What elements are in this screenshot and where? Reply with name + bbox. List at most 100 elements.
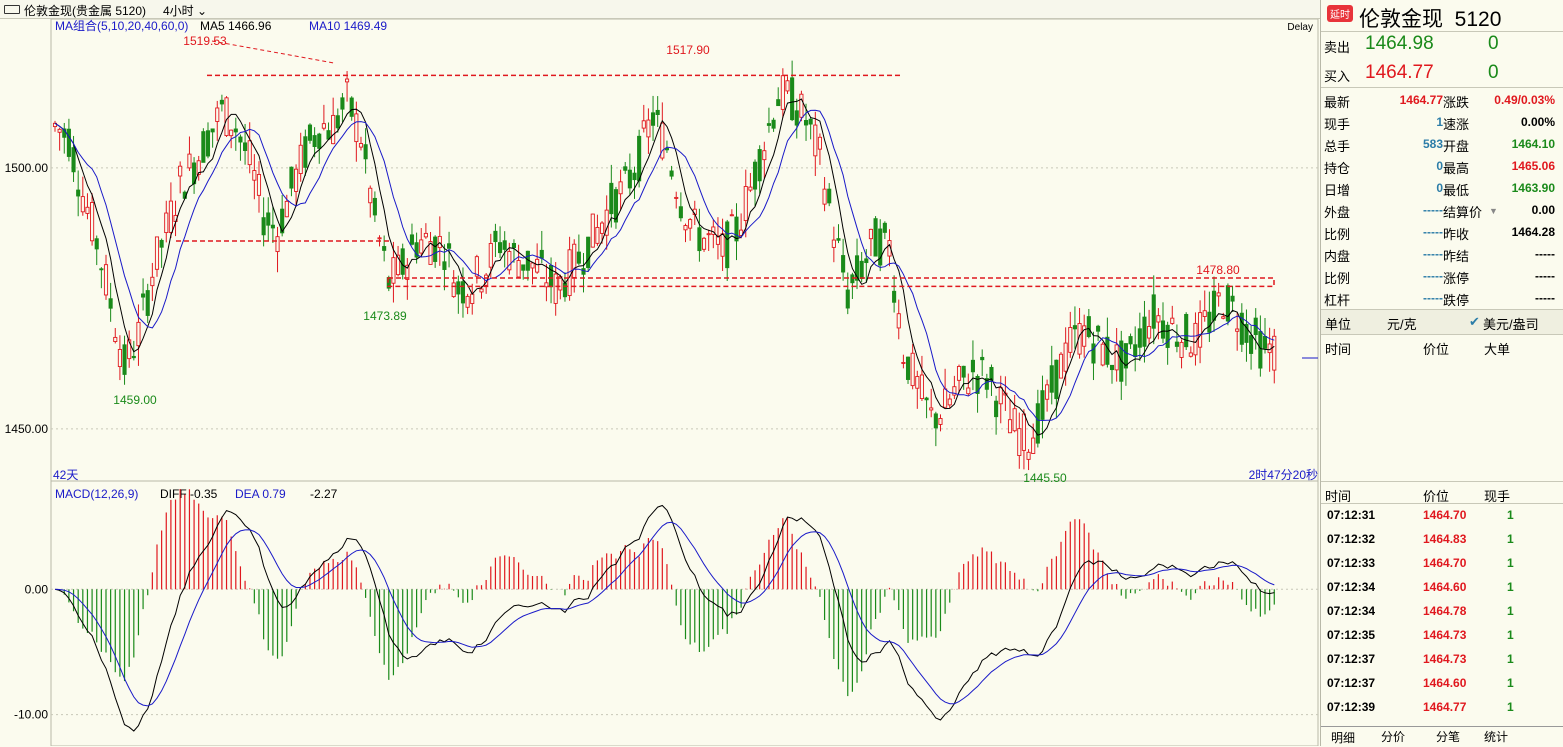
tab-price-levels[interactable]: 分价 (1381, 730, 1406, 744)
candle-body (108, 298, 113, 309)
tick-row[interactable]: 07:12:31 1464.70 1 (1321, 504, 1563, 528)
tick-row[interactable]: 07:12:33 1464.70 1 (1321, 552, 1563, 576)
candle-body (335, 115, 340, 129)
sell-price: 1464.98 (1365, 33, 1434, 54)
candle-body (219, 99, 224, 105)
candle-body (400, 248, 405, 275)
countdown-label: 2时47分20秒 (1249, 468, 1318, 482)
tick-row[interactable]: 07:12:32 1464.83 1 (1321, 528, 1563, 552)
candle-body (581, 268, 586, 275)
candle-body (57, 128, 62, 133)
candle-body (715, 235, 721, 245)
period-selector[interactable]: 4小时 ⌄ (163, 4, 208, 18)
stat-value: 1464.77 (1399, 93, 1443, 107)
tick-row[interactable]: 07:12:34 1464.78 1 (1321, 600, 1563, 624)
tick-time: 07:12:39 (1327, 700, 1376, 714)
tick-volume: 1 (1507, 652, 1514, 666)
candle-body (122, 344, 127, 375)
candle-body (896, 313, 901, 329)
tick-row[interactable]: 07:12:35 1464.73 1 (1321, 624, 1563, 648)
candle-body (94, 238, 99, 250)
candle-body (1160, 320, 1166, 339)
candle-body (771, 119, 776, 129)
candle-body (1147, 325, 1152, 339)
tab-detail[interactable]: 明细 (1331, 731, 1356, 745)
candle-body (1211, 290, 1217, 321)
candle-body (1235, 328, 1240, 332)
stat-label: 结算价 (1443, 205, 1483, 220)
candle-body (539, 249, 544, 259)
unit-value: 元/克 (1387, 317, 1417, 332)
chevron-down-icon[interactable]: ▼ (1489, 206, 1498, 216)
candle-body (1179, 341, 1184, 358)
candle-body (683, 225, 688, 231)
candle-body (822, 188, 827, 205)
candle-body (507, 251, 512, 271)
tick-row[interactable]: 07:12:39 1464.77 1 (1321, 696, 1563, 720)
tick-price: 1464.78 (1423, 604, 1467, 618)
candle-body (76, 189, 81, 197)
candle-body (317, 133, 322, 149)
stat-value: 1463.90 (1511, 181, 1555, 195)
candle-body (892, 290, 897, 303)
stat-value: ----- (1535, 291, 1555, 305)
stat-label: 最高 (1443, 161, 1470, 176)
candle-body (1058, 353, 1064, 379)
tick-row[interactable]: 07:12:37 1464.73 1 (1321, 648, 1563, 672)
usd-label: 美元/盎司 (1483, 317, 1539, 332)
ma5-line (54, 98, 1275, 436)
candle-body (368, 187, 373, 204)
candle-body (669, 170, 674, 177)
candle-body (521, 264, 526, 271)
stat-label: 速涨 (1443, 117, 1470, 132)
price-chart[interactable]: 1500.00 1450.00 0.00 -10.00 1519.53 1517.90 14… (0, 19, 1320, 746)
candle-body (196, 160, 201, 175)
candle-body (131, 355, 136, 359)
tick-price: 1464.73 (1423, 652, 1467, 666)
tick-time: 07:12:31 (1327, 508, 1376, 522)
candle-body (618, 181, 623, 195)
tab-statistics[interactable]: 统计 (1484, 730, 1509, 744)
delay-badge: 延时 (1327, 5, 1353, 22)
candle-body (678, 206, 683, 219)
candle-body (604, 209, 609, 236)
candle-body (599, 222, 605, 234)
candle-body (757, 149, 762, 182)
candle-body (1165, 324, 1170, 348)
candle-body (372, 197, 377, 216)
candle-body (136, 321, 141, 347)
stat-value: ----- (1423, 225, 1443, 239)
chart-area[interactable]: 1500.00 1450.00 0.00 -10.00 1519.53 1517.90 14… (0, 19, 1320, 746)
candle-body (966, 387, 971, 395)
candle-body (1216, 292, 1221, 297)
stat-value: ----- (1423, 247, 1443, 261)
candle-body (205, 130, 211, 157)
candle-body (701, 237, 707, 250)
candle-body (720, 233, 725, 257)
candle-body (1253, 317, 1258, 336)
candle-body (674, 196, 679, 199)
candle-body (1156, 315, 1161, 323)
candle-body (535, 258, 540, 273)
tick-row[interactable]: 07:12:37 1464.60 1 (1321, 672, 1563, 696)
candle-body (252, 170, 257, 181)
candle-body (743, 186, 748, 222)
candle-body (1184, 313, 1189, 348)
tab-ticks[interactable]: 分笔 (1436, 730, 1461, 744)
candle-body (280, 208, 285, 234)
candle-body (321, 123, 326, 129)
candle-body (1040, 390, 1045, 420)
candle-body (975, 375, 980, 394)
candle-body (868, 228, 873, 240)
candle-body (790, 77, 795, 121)
candle-body (766, 123, 771, 126)
candle-body (980, 356, 985, 361)
candle-body (915, 376, 920, 389)
stat-value: 583 (1422, 137, 1443, 151)
usd-checkbox[interactable]: ✔ (1469, 314, 1480, 329)
candle-body (989, 366, 994, 381)
tick-row[interactable]: 07:12:34 1464.60 1 (1321, 576, 1563, 600)
window-icon (4, 5, 20, 14)
ticks-price-header: 价位 (1423, 489, 1450, 504)
candle-body (831, 239, 836, 248)
